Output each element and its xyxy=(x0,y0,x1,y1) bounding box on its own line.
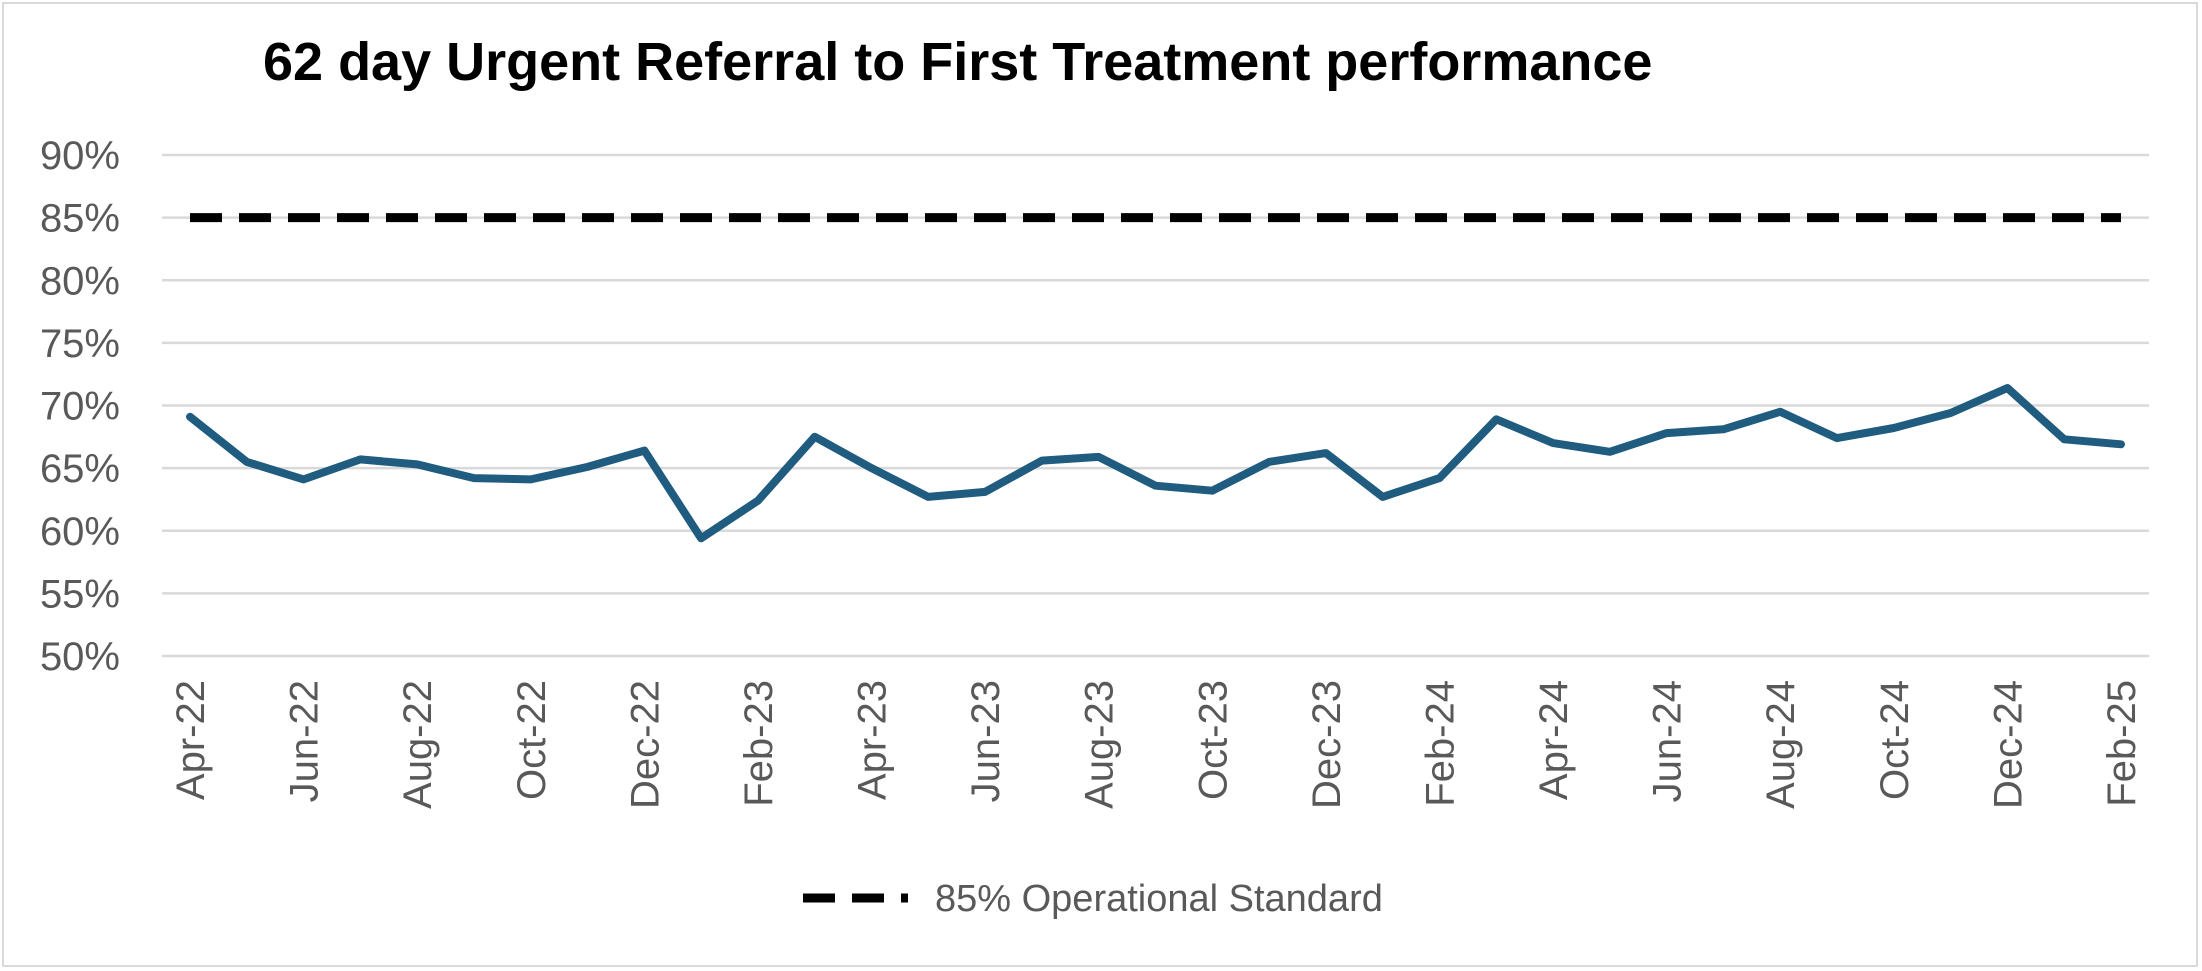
x-tick-label: Jun-24 xyxy=(1646,680,1690,802)
gridlines xyxy=(162,153,2149,658)
x-tick-label: Aug-23 xyxy=(1078,680,1122,809)
x-tick-label: Feb-23 xyxy=(737,680,781,807)
x-tick-label: Apr-24 xyxy=(1532,680,1576,800)
x-tick-label: Apr-23 xyxy=(851,680,895,800)
y-tick-label: 90% xyxy=(40,134,120,178)
x-tick-label: Jun-23 xyxy=(964,680,1008,802)
x-tick-label: Aug-24 xyxy=(1759,680,1803,809)
y-tick-label: 85% xyxy=(40,197,120,241)
y-tick-label: 80% xyxy=(40,259,120,303)
x-tick-label: Jun-22 xyxy=(283,680,327,802)
y-tick-label: 50% xyxy=(40,635,120,679)
legend: 85% Operational Standard xyxy=(803,878,1383,920)
x-tick-label: Dec-22 xyxy=(623,680,667,809)
y-tick-label: 55% xyxy=(40,572,120,616)
x-tick-label: Feb-24 xyxy=(1418,680,1462,807)
x-tick-label: Dec-24 xyxy=(1986,680,2030,809)
x-tick-label: Feb-25 xyxy=(2100,680,2144,807)
legend-label-operational-standard: 85% Operational Standard xyxy=(935,878,1383,920)
x-tick-label: Aug-22 xyxy=(396,680,440,809)
series-lines xyxy=(186,213,2125,543)
x-tick-label: Oct-22 xyxy=(510,680,554,800)
x-axis-ticks: Apr-22 Jun-22 Aug-22 Oct-22 Dec-22 Feb-23 Apr-… xyxy=(169,680,2144,809)
chart-title: 62 day Urgent Referral to First Treatmen… xyxy=(263,32,1652,92)
series-line-performance xyxy=(186,384,2125,543)
y-tick-label: 65% xyxy=(40,447,120,491)
x-tick-label: Oct-24 xyxy=(1873,680,1917,800)
x-tick-label: Dec-23 xyxy=(1305,680,1349,809)
y-tick-label: 70% xyxy=(40,385,120,429)
y-tick-label: 75% xyxy=(40,322,120,366)
x-tick-label: Oct-23 xyxy=(1191,680,1235,800)
x-tick-label: Apr-22 xyxy=(169,680,213,800)
y-axis-ticks: 50% 55% 60% 65% 70% 75% 80% 85% 90% xyxy=(40,134,120,679)
y-tick-label: 60% xyxy=(40,510,120,554)
